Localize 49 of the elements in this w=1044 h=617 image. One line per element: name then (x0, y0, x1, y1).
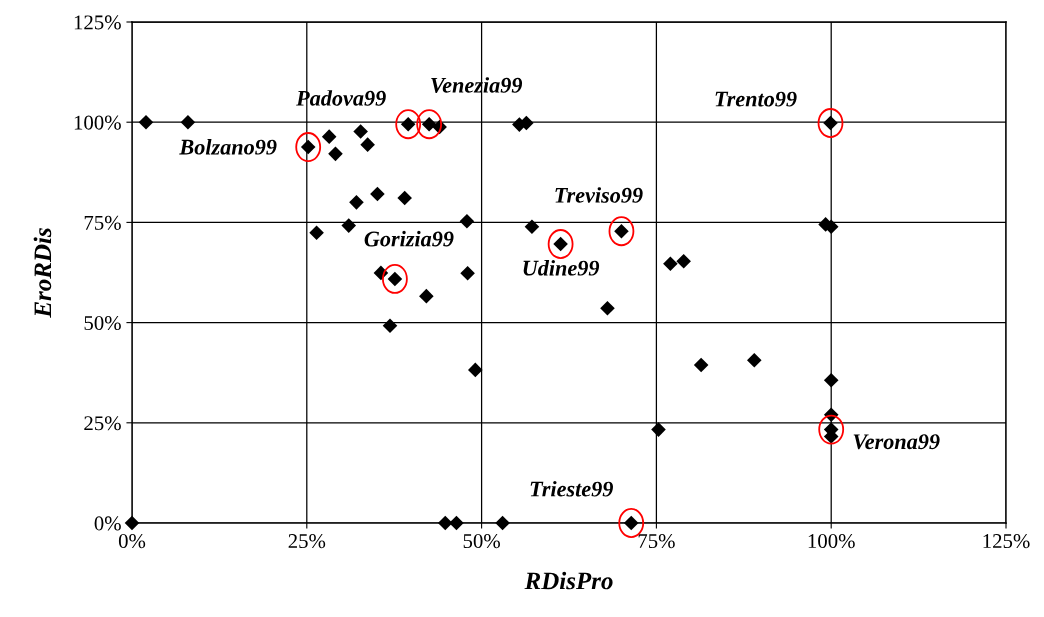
y-axis-title: EroRDis (33, 228, 52, 318)
annotation: Udine99 (523, 259, 600, 276)
point (341, 218, 357, 233)
x-axis-title: RDisPro (524, 571, 613, 590)
point (360, 137, 375, 152)
point (663, 256, 678, 271)
point (124, 515, 140, 531)
point (693, 357, 709, 373)
point (823, 373, 839, 388)
y-tick-label: 50% (84, 315, 121, 331)
point (600, 300, 615, 316)
point (353, 124, 368, 139)
x-tick-label: 0% (118, 534, 146, 549)
point (370, 186, 385, 202)
point (397, 190, 412, 206)
annotation: Trento99 (715, 91, 797, 107)
point (747, 352, 762, 368)
point (460, 266, 475, 281)
point (495, 515, 510, 531)
point (676, 253, 691, 269)
point (382, 318, 398, 334)
y-tick-label: 100% (74, 115, 121, 130)
point (138, 114, 154, 130)
point (437, 515, 453, 531)
annotation: Verona99 (853, 434, 940, 450)
point (524, 219, 540, 235)
annotation: Treviso99 (555, 187, 643, 203)
x-tick-label: 25% (288, 534, 326, 549)
y-tick-label: 0% (94, 516, 121, 531)
y-tick-label: 125% (74, 15, 121, 30)
point (321, 129, 337, 144)
x-tick-label: 100% (808, 534, 855, 549)
y-tick-label: 75% (84, 215, 121, 230)
point (449, 515, 464, 531)
point (309, 225, 324, 241)
point (349, 195, 364, 210)
x-tick-label: 75% (638, 534, 675, 549)
annotation: Gorizia99 (364, 230, 454, 247)
x-tick-label: 50% (463, 534, 500, 549)
annotation: Trieste99 (530, 480, 614, 497)
point (328, 146, 343, 162)
point (468, 362, 483, 378)
point (419, 288, 434, 304)
x-tick-label: 125% (983, 534, 1030, 549)
point (459, 213, 475, 229)
point (180, 114, 196, 130)
annotation: Bolzano99 (179, 138, 277, 155)
point (651, 422, 666, 437)
y-tick-label: 25% (84, 416, 121, 431)
